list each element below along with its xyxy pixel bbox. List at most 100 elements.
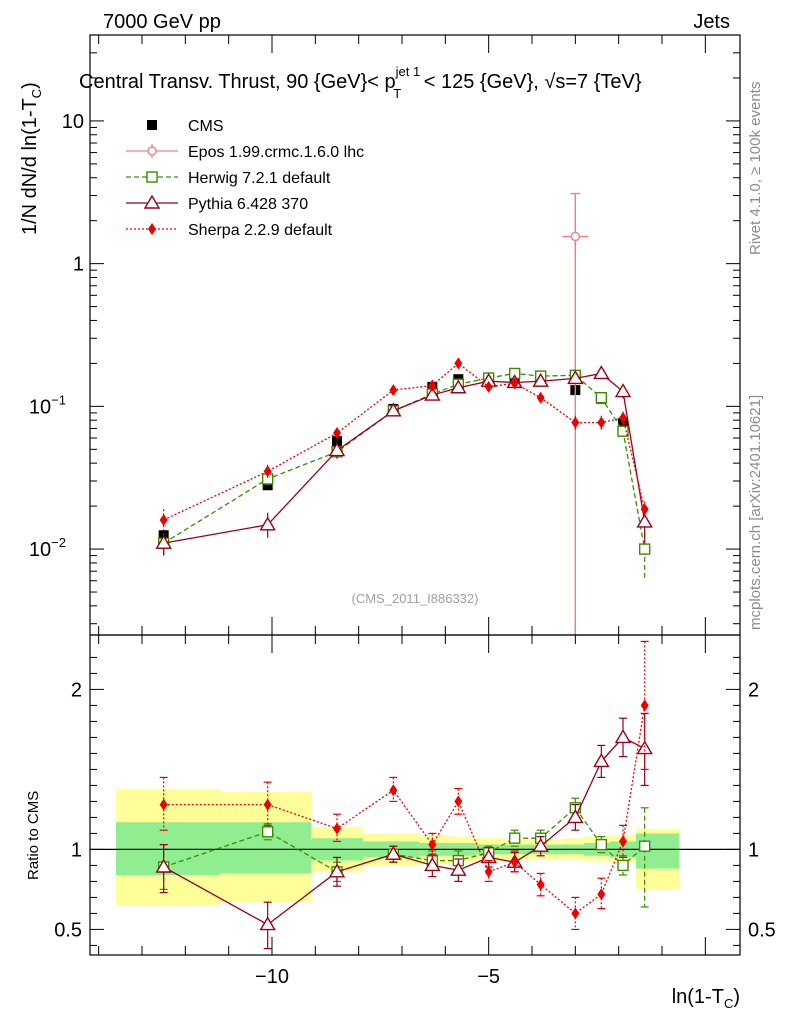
pythia-point — [424, 386, 441, 401]
legend-entry-pythia: Pythia 6.428 370 — [126, 194, 308, 213]
ratio-series — [155, 640, 653, 950]
herwig-line — [163, 372, 646, 550]
series-sherpa — [159, 357, 649, 531]
pythia-line — [163, 372, 646, 544]
pythia-point — [532, 372, 549, 387]
ratio-axes: 0.5 0.5 1 1 2 2 −10 −5 — [54, 635, 776, 988]
mcplots-label: mcplots.cern.ch [arXiv:2401.10621] — [747, 395, 764, 630]
ratio-y-axis-label: Ratio to CMS — [25, 791, 42, 880]
series-epos — [562, 192, 589, 635]
legend-entry-epos: Epos 1.99.crmc.1.6.0 lhc — [126, 144, 364, 161]
sherpa-point — [428, 379, 437, 392]
rivet-label: Rivet 4.1.0, ≥ 100k events — [747, 82, 764, 255]
main-series — [155, 192, 653, 635]
series-cms — [158, 373, 650, 555]
main-y-tick-label: 10−1 — [29, 392, 66, 418]
sherpa-point — [571, 416, 580, 429]
legend-marker — [147, 120, 157, 130]
legend-marker — [148, 223, 156, 235]
ratio-series-sherpa — [159, 640, 649, 931]
main-axes: 10−2 10−1 1 10 — [29, 34, 740, 635]
sherpa-point — [536, 391, 545, 404]
ratio-sherpa-point — [263, 798, 272, 811]
sherpa-point — [333, 427, 341, 440]
ratio-sherpa-point — [389, 784, 398, 797]
sherpa-point — [619, 411, 627, 424]
main-y-tick-label: 10 — [62, 111, 84, 133]
sherpa-point — [597, 416, 606, 429]
ratio-pythia-point — [424, 857, 441, 872]
ratio-sherpa-point — [536, 878, 545, 891]
ratio-sherpa-point — [428, 838, 437, 851]
ratio-y-tick-label: 0.5 — [54, 919, 82, 941]
legend-marker — [147, 146, 157, 156]
cms-point — [332, 436, 342, 447]
ratio-pythia-point — [593, 753, 610, 768]
legend-marker — [146, 171, 158, 183]
legend-marker — [143, 194, 161, 209]
main-y-axis-label: 1/N dN/d ln(1-TC) — [19, 82, 44, 235]
sherpa-point — [640, 503, 649, 516]
x-tick-label: −5 — [477, 966, 500, 988]
main-y-tick-label: 10−2 — [29, 535, 66, 561]
ratio-pythia-point — [450, 861, 467, 876]
legend-label: Pythia 6.428 370 — [188, 196, 308, 213]
main-y-tick-label: 1 — [73, 254, 84, 276]
sherpa-point — [510, 377, 519, 390]
pythia-point — [636, 513, 653, 528]
ratio-pythia-point — [328, 863, 346, 878]
legend-label: Epos 1.99.crmc.1.6.0 lhc — [188, 144, 364, 161]
x-tick-label: −10 — [255, 966, 289, 988]
sherpa-point — [159, 513, 168, 526]
pythia-point — [567, 370, 584, 385]
ratio-sherpa-point — [159, 798, 168, 811]
legend-label: Sherpa 2.2.9 default — [188, 222, 333, 239]
herwig-point — [617, 425, 629, 437]
ratio-sherpa-point — [454, 795, 463, 808]
herwig-point — [638, 543, 651, 555]
herwig-point — [595, 391, 608, 404]
ratio-sherpa-point — [510, 856, 519, 869]
ratio-y-tick-label-right: 2 — [748, 679, 759, 701]
ratio-frame — [89, 634, 741, 956]
ratio-y-tick-label-right: 1 — [748, 839, 759, 861]
legend-entry-sherpa: Sherpa 2.2.9 default — [126, 222, 333, 239]
sherpa-point — [484, 380, 493, 393]
sherpa-point — [454, 357, 463, 370]
ratio-pythia-point — [259, 916, 276, 931]
pythia-point — [385, 402, 402, 417]
ratio-pythia-point — [385, 845, 402, 860]
plot-title: Central Transv. Thrust, 90 {GeV}< pjet 1… — [79, 64, 642, 101]
legend-label: CMS — [188, 118, 224, 135]
ratio-y-tick-label: 1 — [71, 839, 82, 861]
ratio-herwig-point — [595, 838, 608, 851]
pythia-point — [259, 516, 276, 531]
ratio-y-tick-label: 2 — [71, 679, 82, 701]
ratio-sherpa-point — [640, 699, 649, 712]
ratio-herwig-point — [638, 840, 651, 852]
ratio-herwig-point — [261, 826, 274, 838]
sherpa-point — [389, 384, 398, 397]
legend-entry-herwig: Herwig 7.2.1 default — [126, 170, 331, 187]
ratio-sherpa-point — [484, 865, 493, 878]
x-axis-label: ln(1-TC) — [672, 986, 740, 1011]
ratio-pythia-point — [567, 809, 584, 824]
ratio-pythia-point — [155, 858, 172, 873]
legend: CMS Epos 1.99.crmc.1.6.0 lhc Herwig 7.2.1 … — [126, 118, 364, 239]
legend-entry-cms: CMS — [147, 118, 224, 135]
ratio-pythia-point — [614, 729, 632, 744]
ratio-herwig-point — [508, 832, 521, 844]
ratio-y-tick-label-right: 0.5 — [748, 919, 776, 941]
ratio-sherpa-point — [619, 835, 627, 848]
sherpa-point — [263, 465, 272, 478]
series-herwig — [157, 367, 651, 581]
ratio-sherpa-point — [571, 907, 580, 920]
ratio-pythia-point — [532, 837, 549, 852]
pythia-point — [614, 383, 632, 398]
pythia-point — [593, 365, 610, 380]
ratio-herwig-point — [617, 859, 629, 872]
analysis-watermark: (CMS_2011_I886332) — [352, 591, 479, 606]
epos-point — [570, 231, 581, 242]
header-left: 7000 GeV pp — [103, 11, 221, 33]
